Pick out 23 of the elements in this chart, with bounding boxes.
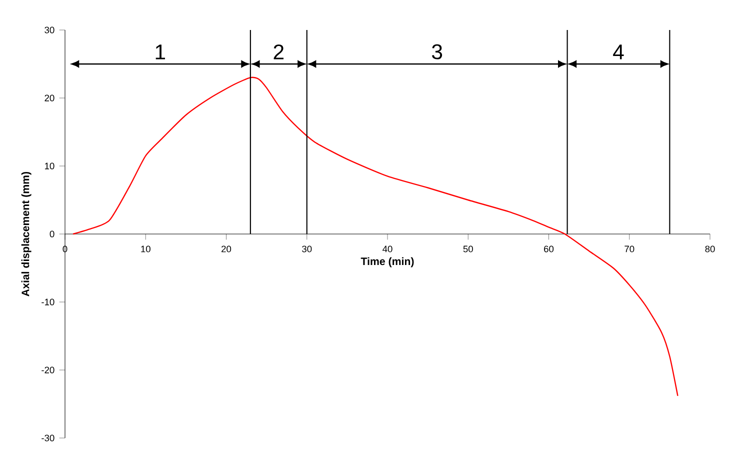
- x-tick-label: 20: [222, 246, 232, 252]
- annotation: 2: [274, 44, 284, 60]
- annotation: 3: [432, 44, 442, 60]
- x-tick-label: 50: [463, 246, 473, 252]
- annotation: 1: [156, 44, 165, 60]
- x-tick-label: 60: [544, 246, 554, 252]
- x-tick-label: 0: [62, 246, 68, 252]
- line-series: [72, 76, 678, 396]
- y-tick-label: 10: [45, 162, 54, 170]
- y-axis-title: Axial displacement (mm): [21, 172, 32, 296]
- x-tick-label: 70: [624, 246, 634, 252]
- y-tick-label: 20: [44, 94, 54, 102]
- y-tick-label: -30: [42, 434, 54, 442]
- y-tick-label: -20: [42, 366, 54, 374]
- y-tick-label: 0: [50, 230, 54, 238]
- x-tick-label: 10: [141, 246, 150, 252]
- x-tick-label: 40: [382, 246, 392, 252]
- x-axis-title: Time (min): [360, 257, 414, 268]
- y-tick-label: 30: [44, 26, 54, 34]
- y-tick-label: -10: [42, 298, 54, 306]
- annotation: 4: [613, 44, 624, 60]
- x-tick-label: 80: [705, 246, 715, 252]
- x-tick-label: 30: [302, 246, 312, 252]
